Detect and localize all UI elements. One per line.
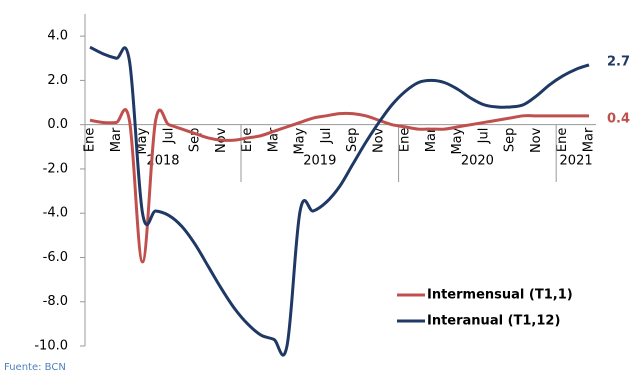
y-tick-label: 0.0 — [47, 117, 68, 132]
year-label: 2018 — [146, 154, 179, 169]
year-label: 2019 — [303, 154, 336, 169]
x-tick-label: Ene — [398, 128, 413, 152]
x-tick-label: May — [293, 127, 308, 154]
x-tick-label: Jul — [476, 128, 491, 145]
x-tick-label: May — [450, 127, 465, 154]
x-tick-label: Ene — [83, 128, 98, 152]
x-tick-label: Jul — [161, 128, 176, 145]
legend-label: Intermensual (T1,1) — [427, 288, 573, 303]
x-tick-label: May — [135, 127, 150, 154]
series-line — [89, 108, 589, 264]
y-tick-label: -2.0 — [43, 161, 68, 176]
x-tick-label: Mar — [582, 127, 597, 152]
y-tick-label: -8.0 — [43, 294, 68, 309]
x-tick-label: Ene — [555, 128, 570, 152]
x-tick-label: Nov — [371, 127, 386, 153]
y-tick-label: 4.0 — [47, 29, 68, 44]
x-tick-label: Ene — [240, 128, 255, 152]
end-label: 2.7 — [607, 54, 630, 69]
year-label: 2021 — [560, 154, 593, 169]
y-tick-label: 2.0 — [47, 73, 68, 88]
end-label: 0.4 — [607, 111, 630, 126]
x-tick-label: Jul — [319, 128, 334, 145]
x-tick-label: Sep — [345, 128, 360, 153]
legend-label: Interanual (T1,12) — [427, 314, 560, 329]
x-tick-label: Nov — [529, 127, 544, 153]
y-tick-label: -10.0 — [34, 339, 68, 354]
x-tick-label: Sep — [503, 128, 518, 153]
series-line — [89, 45, 590, 357]
x-tick-label: Mar — [109, 127, 124, 152]
source: Fuente: BCN — [4, 362, 66, 373]
y-tick-label: -6.0 — [43, 250, 68, 265]
year-label: 2020 — [461, 154, 494, 169]
x-tick-label: Mar — [424, 127, 439, 152]
y-tick-label: -4.0 — [43, 206, 68, 221]
